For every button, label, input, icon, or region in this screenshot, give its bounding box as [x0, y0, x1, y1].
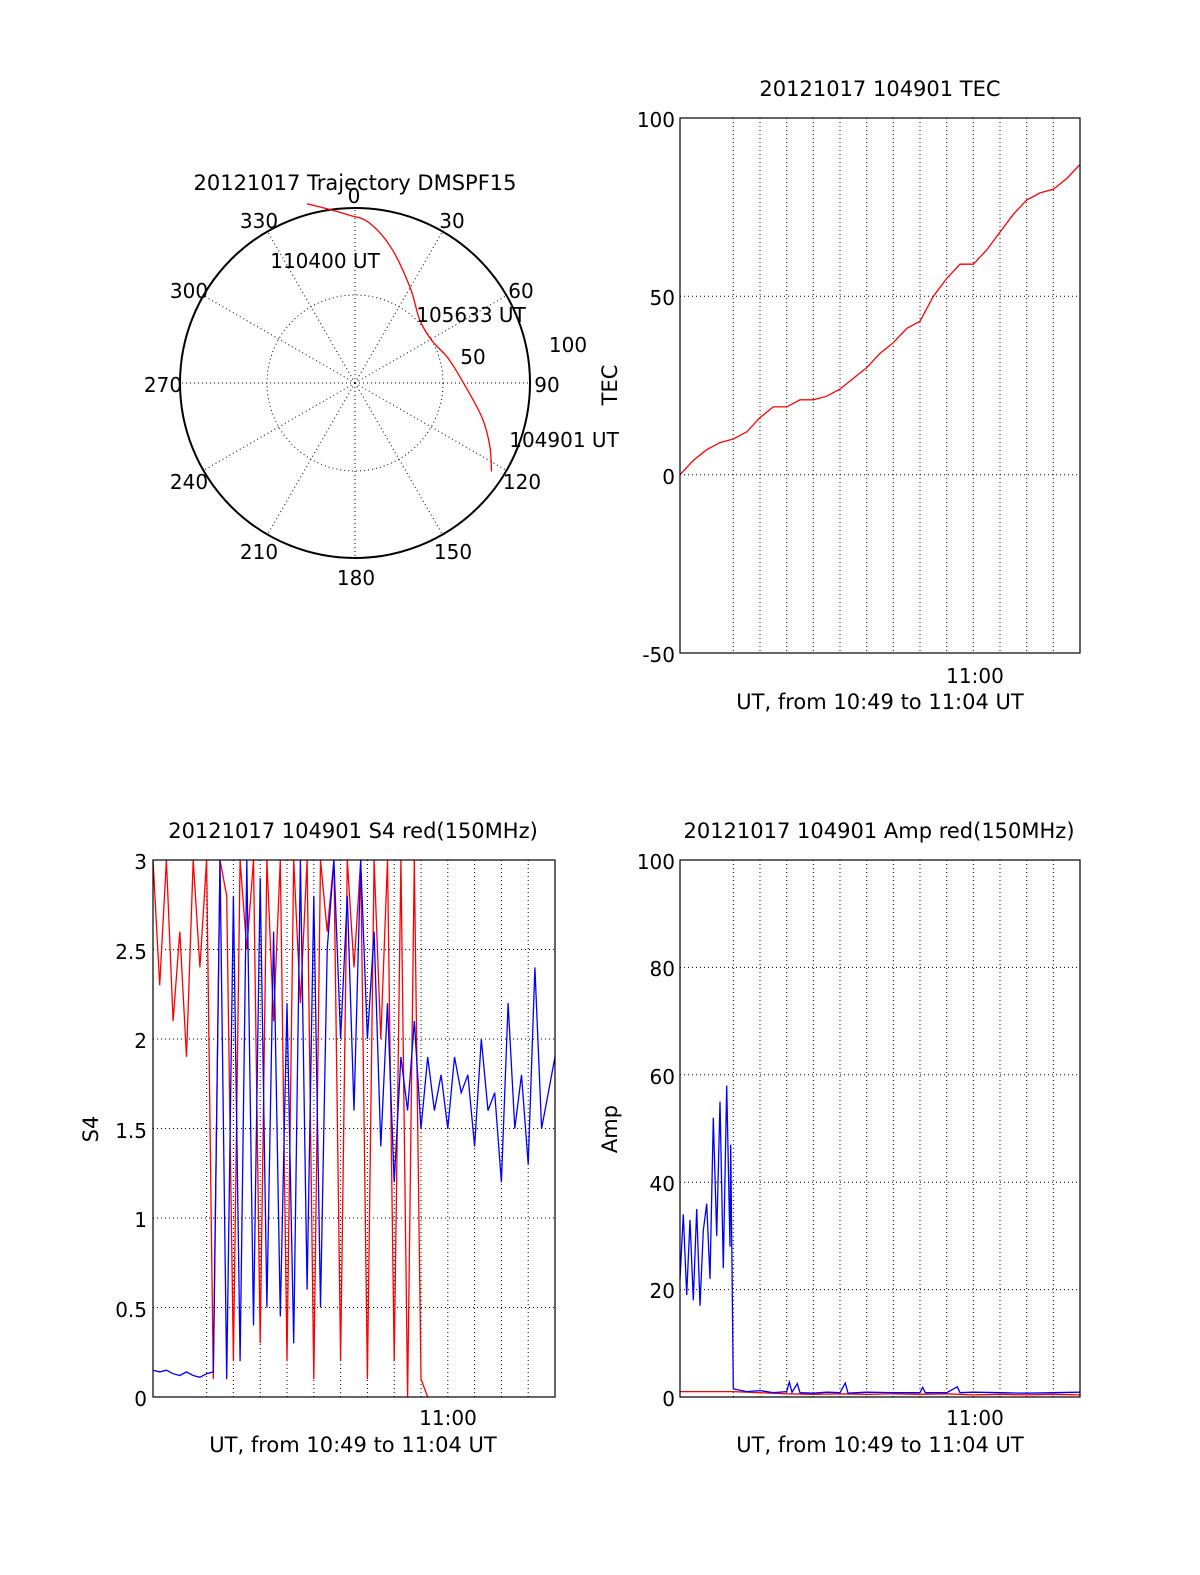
s4-title: 20121017 104901 S4 red(150MHz) [168, 819, 538, 843]
amp-chart: 20121017 104901 Amp red(150MHz) 100 80 6… [598, 819, 1081, 1457]
amp-y-tick-20: 20 [650, 1279, 675, 1303]
s4-y-tick-2-5: 2.5 [115, 940, 147, 964]
trajectory-title: 20121017 Trajectory DMSPF15 [193, 171, 516, 195]
tec-y-tick-minus50: -50 [642, 643, 675, 667]
amp-gridlines [680, 859, 1080, 1398]
azimuth-label-30: 30 [439, 209, 464, 233]
tec-y-tick-50: 50 [650, 286, 675, 310]
azimuth-label-90: 90 [534, 373, 559, 397]
tec-x-tick-1100: 11:00 [946, 664, 1004, 688]
azimuth-label-210: 210 [240, 540, 278, 564]
azimuth-label-330: 330 [240, 209, 278, 233]
tec-title: 20121017 104901 TEC [759, 77, 1000, 101]
amp-plot-frame [679, 859, 1081, 1398]
amp-ylabel: Amp [598, 1105, 622, 1153]
tec-plot-frame [679, 117, 1081, 654]
amp-title: 20121017 104901 Amp red(150MHz) [683, 819, 1074, 843]
azimuth-label-240: 240 [170, 470, 208, 494]
s4-series-1 [152, 859, 556, 1380]
azimuth-label-120: 120 [503, 470, 541, 494]
trajectory-line [306, 203, 493, 472]
azimuth-label-270: 270 [144, 373, 182, 397]
polar-spoke-240 [203, 382, 356, 471]
tec-gridlines [680, 117, 1080, 654]
tec-series-0 [679, 163, 1081, 476]
amp-y-tick-100: 100 [637, 850, 675, 874]
annotation-104901: 104901 UT [509, 428, 619, 452]
s4-series-0 [152, 859, 429, 1398]
s4-y-tick-1: 1 [134, 1208, 147, 1232]
s4-plot-frame [152, 859, 556, 1398]
amp-xlabel: UT, from 10:49 to 11:04 UT [736, 1433, 1024, 1457]
azimuth-label-150: 150 [434, 540, 472, 564]
tec-ylabel: TEC [598, 365, 622, 407]
s4-gridlines [153, 859, 555, 1398]
annotation-105633: 105633 UT [416, 303, 526, 327]
s4-chart: 20121017 104901 S4 red(150MHz) 3 2.5 2 1… [79, 819, 556, 1457]
tec-y-tick-100: 100 [637, 108, 675, 132]
amp-y-tick-40: 40 [650, 1172, 675, 1196]
s4-y-tick-3: 3 [134, 850, 147, 874]
ring-label-100: 100 [549, 333, 587, 357]
amp-x-tick-1100: 11:00 [946, 1406, 1004, 1430]
tec-series-group [679, 163, 1081, 476]
s4-y-tick-1-5: 1.5 [115, 1119, 147, 1143]
s4-xlabel: UT, from 10:49 to 11:04 UT [209, 1433, 497, 1457]
trajectory-polar-chart: 20121017 Trajectory DMSPF15 0 30 60 90 1… [144, 171, 620, 590]
amp-y-tick-60: 60 [650, 1065, 675, 1089]
amp-series-1 [679, 1085, 1081, 1394]
polar-spoke-300 [203, 295, 356, 384]
s4-y-tick-2: 2 [134, 1029, 147, 1053]
annotation-110400: 110400 UT [270, 249, 380, 273]
tec-chart: 20121017 104901 TEC 100 50 0 -50 TEC 11:… [598, 77, 1081, 714]
amp-y-tick-80: 80 [650, 957, 675, 981]
azimuth-label-180: 180 [337, 566, 375, 590]
s4-y-tick-0: 0 [134, 1387, 147, 1411]
tec-y-tick-0: 0 [662, 465, 675, 489]
amp-series-group [679, 1085, 1081, 1396]
polar-spoke-120 [354, 382, 507, 471]
ring-label-50: 50 [460, 345, 485, 369]
azimuth-label-60: 60 [508, 279, 533, 303]
s4-y-tick-0-5: 0.5 [115, 1298, 147, 1322]
azimuth-label-300: 300 [170, 279, 208, 303]
amp-y-tick-0: 0 [662, 1387, 675, 1411]
s4-x-tick-1100: 11:00 [419, 1406, 477, 1430]
polar-outer-circle [179, 207, 531, 559]
tec-xlabel: UT, from 10:49 to 11:04 UT [736, 690, 1024, 714]
polar-spoke-150 [354, 382, 443, 535]
s4-ylabel: S4 [79, 1116, 103, 1143]
azimuth-label-0: 0 [348, 184, 361, 208]
